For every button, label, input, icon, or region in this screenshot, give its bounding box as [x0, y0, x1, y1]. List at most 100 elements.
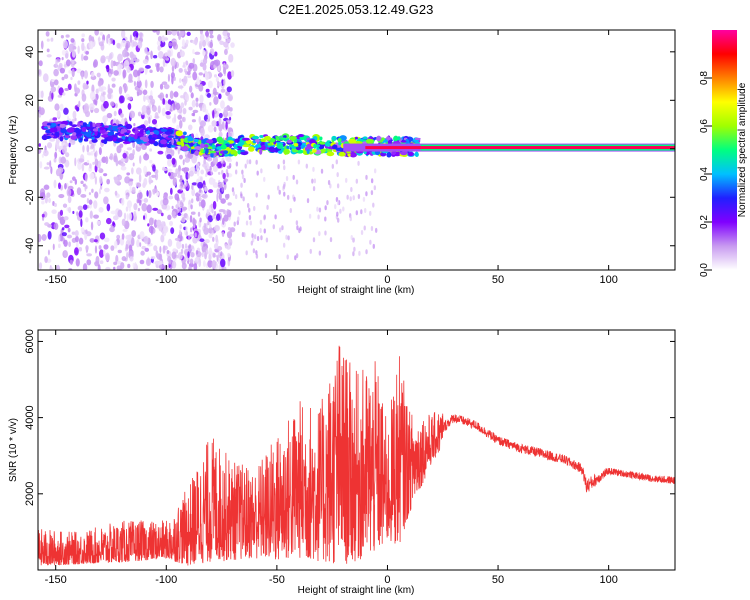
trace-dot: [70, 134, 78, 140]
noise-dot: [114, 240, 118, 249]
noise-dot: [181, 192, 185, 199]
streak-dot: [248, 207, 251, 213]
streak-dot: [267, 194, 270, 200]
streak-dot: [352, 251, 355, 257]
trace-dot: [49, 127, 55, 133]
noise-dot: [68, 241, 71, 248]
noise-dot: [112, 39, 116, 46]
noise-dot: [95, 255, 100, 265]
streak-dot: [263, 176, 266, 182]
trace-dot: [71, 124, 78, 128]
noise-dot: [143, 120, 149, 127]
noise-dot: [166, 250, 170, 254]
streak-dot: [246, 202, 250, 208]
colorbar-tick-label: 0.0: [699, 263, 710, 277]
spectrogram-image: [38, 30, 675, 270]
noise-dot: [60, 34, 64, 39]
noise-dot: [85, 217, 89, 223]
trace-dot: [240, 151, 249, 156]
trace-dot: [194, 150, 199, 156]
noise-dot: [171, 260, 177, 269]
trace-dot: [68, 121, 73, 126]
noise-dot: [123, 59, 130, 69]
noise-dot: [223, 67, 226, 75]
noise-dot: [150, 255, 156, 260]
noise-dot: [46, 38, 50, 42]
noise-dot: [98, 41, 104, 47]
noise-dot: [220, 88, 226, 93]
noise-dot: [166, 153, 172, 160]
spectrogram-frame: [37, 29, 676, 271]
noise-dot: [111, 83, 116, 88]
snr-y-ticks: 2000 4000 6000: [24, 329, 675, 506]
noise-dot: [221, 121, 225, 130]
noise-dot: [208, 247, 212, 255]
noise-dot: [192, 218, 197, 225]
streak-dot: [179, 200, 183, 206]
noise-dot: [205, 173, 208, 178]
noise-dot: [121, 197, 125, 206]
noise-dot: [92, 161, 95, 165]
trace-dot: [259, 149, 263, 155]
trace-dot: [41, 134, 48, 141]
streak-dot: [180, 185, 183, 191]
trace-dot: [356, 141, 363, 145]
noise-dot: [162, 58, 166, 68]
noise-dot: [125, 234, 131, 241]
noise-dot: [81, 33, 85, 38]
noise-dot: [228, 127, 231, 133]
streak-dot: [327, 179, 331, 185]
noise-dot: [145, 65, 151, 69]
noise-dot: [161, 35, 165, 43]
noise-dot: [110, 68, 114, 75]
noise-dot: [120, 39, 127, 47]
trace-dot: [199, 143, 205, 149]
noise-dot: [58, 234, 61, 243]
noise-dot: [134, 262, 137, 270]
spectrogram-y-axis-label: Frequency (Hz): [8, 116, 19, 185]
noise-dot: [202, 63, 207, 71]
noise-dot: [38, 148, 42, 154]
noise-dot: [136, 91, 140, 97]
noise-dot: [86, 160, 90, 164]
noise-dot: [47, 249, 50, 256]
noise-dot: [185, 60, 189, 66]
streak-dot: [355, 178, 359, 184]
noise-dot: [123, 212, 127, 220]
noise-dot: [105, 266, 111, 270]
carrier-line: [365, 146, 675, 150]
trace-dot: [50, 122, 57, 127]
trace-dot: [405, 138, 410, 145]
noise-dot: [208, 177, 215, 185]
noise-dot: [128, 153, 135, 161]
noise-dot: [157, 150, 164, 155]
noise-dot: [41, 153, 44, 158]
noise-dot: [207, 80, 213, 89]
noise-dot: [227, 71, 232, 80]
noise-dot: [189, 214, 193, 223]
streak-dot: [224, 243, 228, 249]
noise-dot: [69, 259, 74, 265]
trace-dot: [170, 145, 176, 148]
streak-dot: [312, 166, 315, 172]
noise-dot: [147, 223, 150, 227]
noise-dot: [86, 144, 90, 153]
streak-dot: [266, 204, 269, 210]
streak-dot: [252, 248, 256, 254]
streak-dot: [293, 196, 296, 202]
noise-dot: [195, 97, 199, 102]
noise-dot: [129, 256, 134, 262]
noise-dot: [119, 143, 124, 148]
snr-x-tick-label: -150: [45, 574, 67, 586]
noise-dot: [139, 259, 145, 265]
streak-dot: [200, 241, 203, 247]
colorbar-tick-label: 0.8: [699, 71, 710, 85]
noise-dot: [81, 42, 85, 52]
noise-dot: [213, 74, 217, 78]
streak-dot: [180, 182, 184, 188]
trace-dot: [92, 128, 99, 132]
noise-dot: [57, 94, 62, 98]
noise-dot: [51, 92, 54, 100]
streak-dot: [256, 170, 259, 176]
noise-dot: [129, 34, 133, 44]
